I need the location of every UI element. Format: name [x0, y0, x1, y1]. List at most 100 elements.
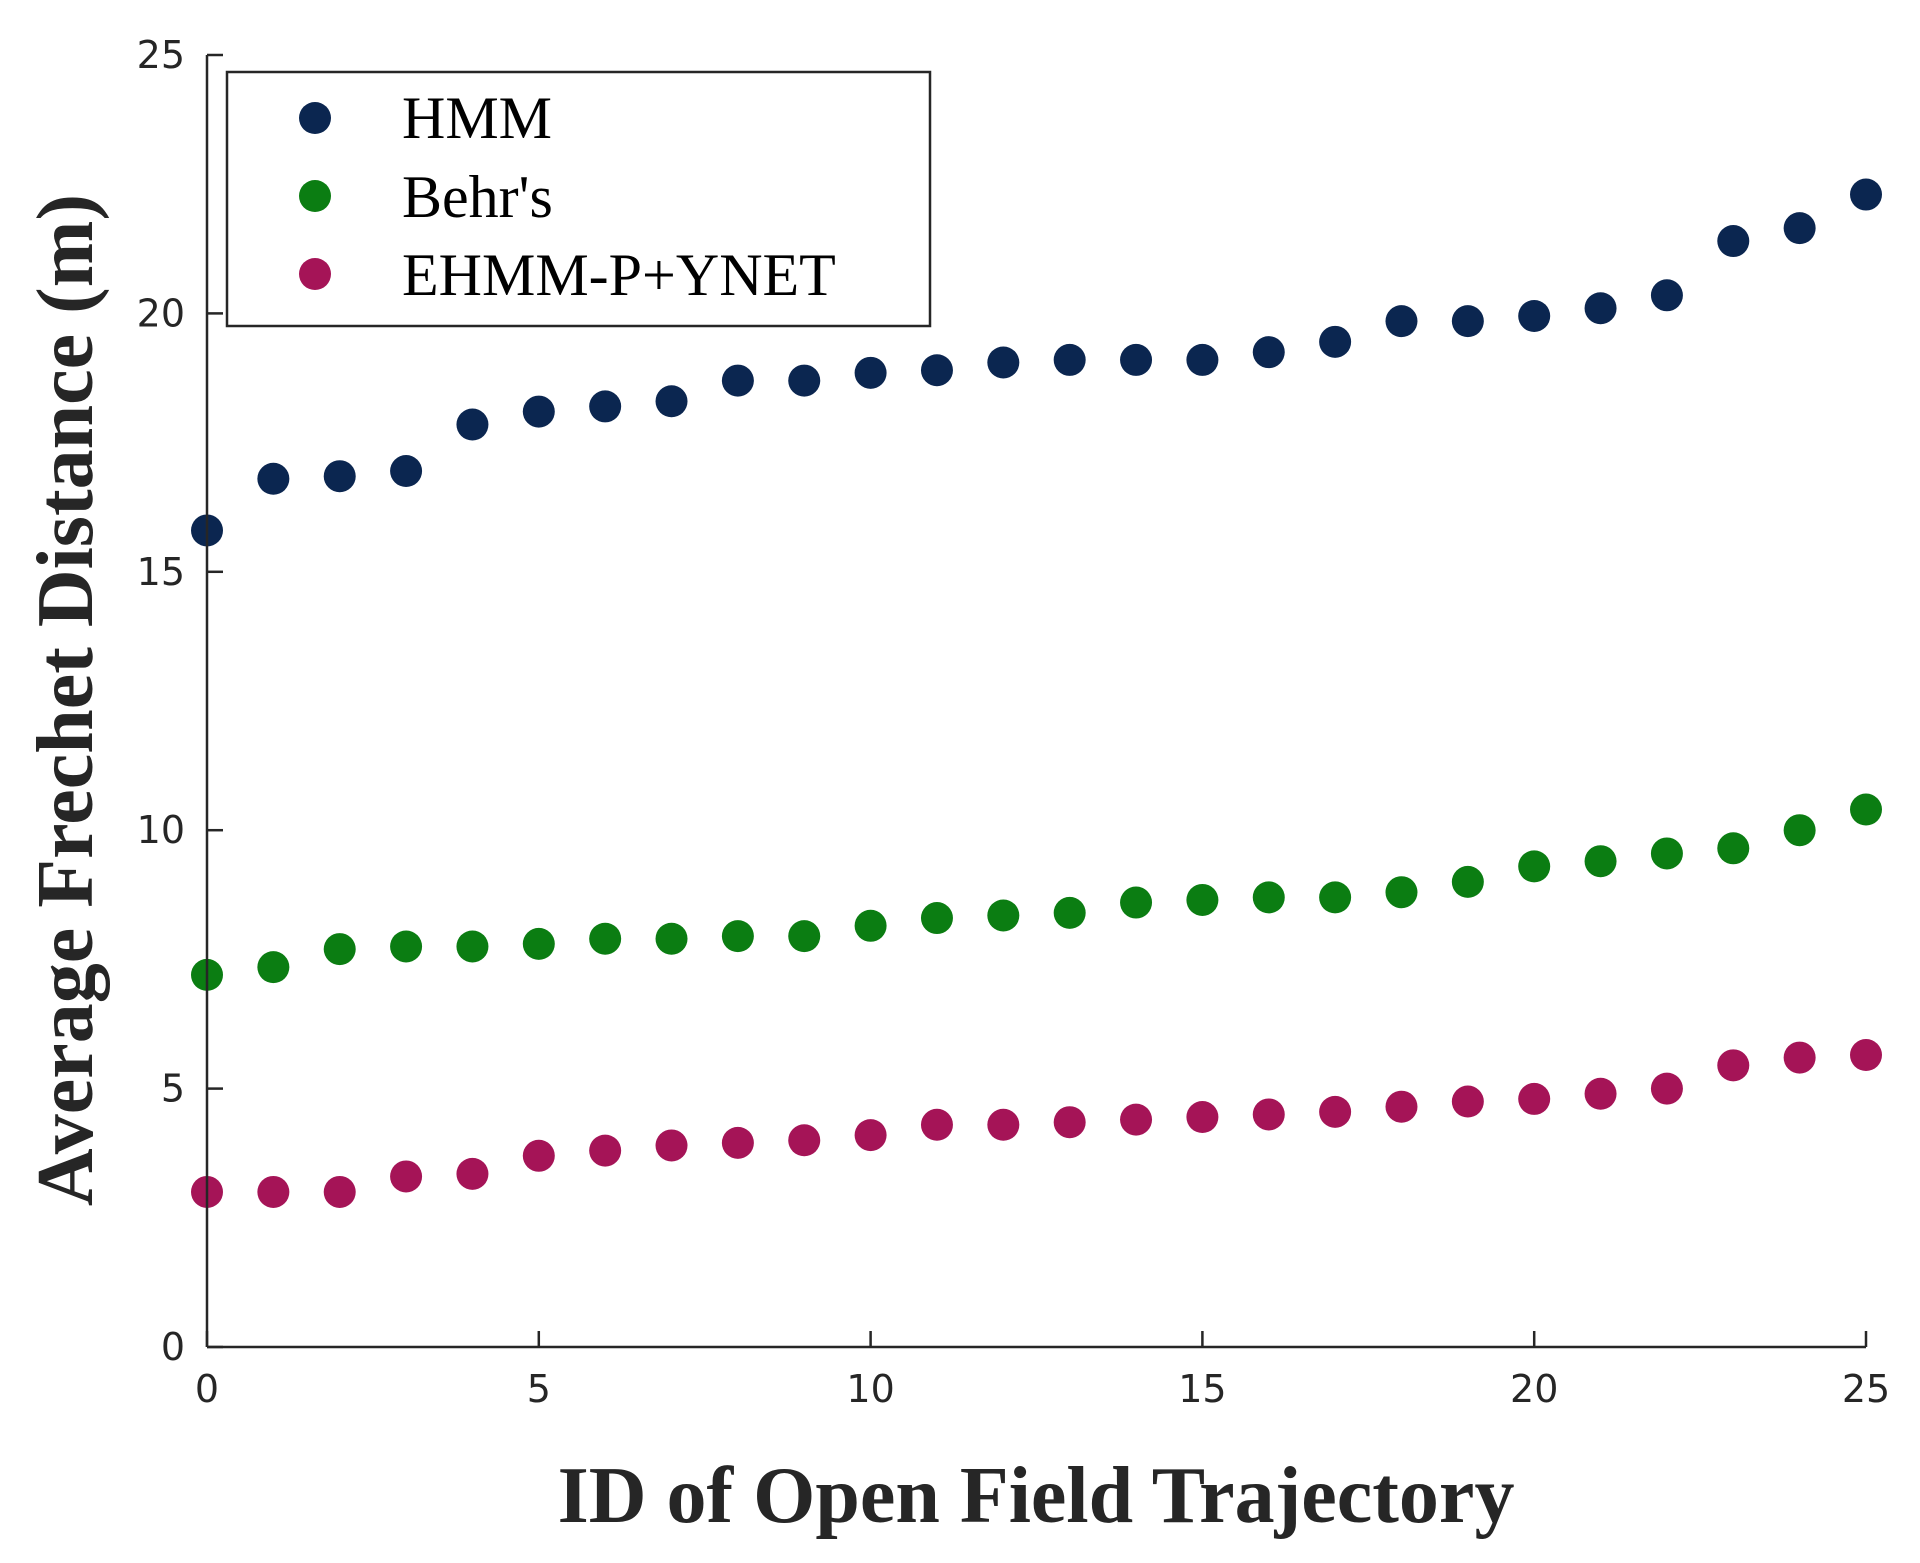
data-point-hmm — [655, 385, 688, 418]
data-point-hmm — [1783, 212, 1816, 245]
legend-marker-ehmm-p-ynet — [299, 258, 331, 290]
data-point-behr-s — [854, 909, 887, 942]
data-point-hmm — [987, 346, 1020, 379]
data-point-behr-s — [323, 933, 356, 966]
data-point-hmm — [1518, 299, 1551, 332]
data-point-ehmm-p-ynet — [1385, 1090, 1418, 1123]
data-point-behr-s — [1053, 896, 1086, 929]
y-tick-label: 0 — [161, 1325, 185, 1369]
x-tick-label: 10 — [846, 1367, 894, 1411]
data-point-ehmm-p-ynet — [1120, 1103, 1153, 1136]
data-point-behr-s — [1650, 837, 1683, 870]
data-point-hmm — [456, 408, 489, 441]
data-point-hmm — [920, 354, 953, 387]
y-axis-title: Average Frechet Distance (m) — [22, 194, 110, 1206]
data-point-behr-s — [589, 922, 622, 955]
data-point-ehmm-p-ynet — [1717, 1049, 1750, 1082]
data-point-ehmm-p-ynet — [522, 1139, 555, 1172]
data-point-behr-s — [1385, 876, 1418, 909]
data-point-hmm — [1252, 336, 1285, 369]
y-tick-label: 25 — [137, 33, 185, 77]
y-tick-label: 20 — [137, 291, 185, 335]
data-point-behr-s — [920, 902, 953, 935]
data-point-behr-s — [257, 951, 290, 984]
data-point-ehmm-p-ynet — [920, 1108, 953, 1141]
legend-label-hmm: HMM — [402, 85, 552, 151]
data-point-hmm — [390, 455, 423, 488]
data-point-ehmm-p-ynet — [987, 1108, 1020, 1141]
data-point-behr-s — [987, 899, 1020, 932]
legend-marker-hmm — [299, 102, 331, 134]
data-point-ehmm-p-ynet — [1186, 1101, 1219, 1134]
data-point-hmm — [1319, 325, 1352, 358]
data-point-ehmm-p-ynet — [1783, 1041, 1816, 1074]
legend-label-behrs: Behr's — [402, 164, 553, 230]
legend-marker-behrs — [299, 180, 331, 212]
data-point-hmm — [1385, 305, 1418, 338]
data-point-hmm — [1186, 343, 1219, 376]
data-point-behr-s — [1783, 814, 1816, 847]
data-point-ehmm-p-ynet — [390, 1160, 423, 1193]
legend-label-ehmm-p-ynet: EHMM-P+YNET — [402, 242, 836, 308]
data-point-behr-s — [390, 930, 423, 963]
data-point-ehmm-p-ynet — [1584, 1077, 1617, 1110]
data-point-behr-s — [456, 930, 489, 963]
data-point-ehmm-p-ynet — [721, 1126, 754, 1159]
data-point-hmm — [1451, 305, 1484, 338]
axis-ticks: 0 5 10 15 20 25 0 5 10 15 20 25 — [137, 33, 1891, 1411]
data-point-ehmm-p-ynet — [456, 1157, 489, 1190]
data-point-hmm — [788, 364, 821, 397]
axes — [205, 55, 1866, 1349]
data-point-hmm — [257, 462, 290, 495]
data-point-hmm — [1053, 343, 1086, 376]
data-point-hmm — [1584, 292, 1617, 325]
x-tick-label: 15 — [1178, 1367, 1226, 1411]
data-point-hmm — [1717, 225, 1750, 258]
data-point-ehmm-p-ynet — [323, 1175, 356, 1208]
data-point-ehmm-p-ynet — [1650, 1072, 1683, 1105]
data-point-behr-s — [1252, 881, 1285, 914]
x-tick-label: 0 — [195, 1367, 219, 1411]
data-point-behr-s — [655, 922, 688, 955]
data-point-ehmm-p-ynet — [589, 1134, 622, 1167]
data-point-behr-s — [1120, 886, 1153, 919]
data-point-hmm — [854, 356, 887, 389]
data-point-hmm — [1850, 178, 1882, 211]
data-point-hmm — [323, 460, 356, 493]
data-point-behr-s — [1518, 850, 1551, 883]
x-tick-label: 5 — [527, 1367, 551, 1411]
data-point-hmm — [1650, 279, 1683, 312]
data-point-ehmm-p-ynet — [1518, 1082, 1551, 1115]
data-point-behr-s — [1451, 865, 1484, 898]
data-point-ehmm-p-ynet — [257, 1175, 290, 1208]
y-tick-label: 15 — [137, 550, 185, 594]
data-point-ehmm-p-ynet — [854, 1119, 887, 1152]
legend: HMM Behr's EHMM-P+YNET — [225, 70, 932, 328]
y-tick-label: 5 — [161, 1067, 185, 1111]
x-axis-title: ID of Open Field Trajectory — [558, 1452, 1515, 1540]
x-tick-label: 25 — [1842, 1367, 1890, 1411]
data-points — [191, 178, 1882, 1208]
data-point-behr-s — [1584, 845, 1617, 878]
data-point-behr-s — [788, 920, 821, 953]
data-point-ehmm-p-ynet — [1451, 1085, 1484, 1118]
x-tick-label: 20 — [1510, 1367, 1558, 1411]
data-point-ehmm-p-ynet — [788, 1124, 821, 1157]
y-tick-label: 10 — [137, 808, 185, 852]
data-point-behr-s — [1850, 793, 1882, 826]
data-point-ehmm-p-ynet — [1319, 1095, 1352, 1128]
data-point-ehmm-p-ynet — [1850, 1039, 1882, 1072]
data-point-behr-s — [1717, 832, 1750, 865]
legend-box — [225, 70, 932, 328]
data-point-behr-s — [721, 920, 754, 953]
data-point-hmm — [522, 395, 555, 428]
data-point-hmm — [721, 364, 754, 397]
data-point-behr-s — [1319, 881, 1352, 914]
data-point-behr-s — [1186, 883, 1219, 916]
data-point-behr-s — [522, 927, 555, 960]
data-point-ehmm-p-ynet — [1252, 1098, 1285, 1131]
data-point-hmm — [589, 390, 622, 423]
data-point-ehmm-p-ynet — [1053, 1106, 1086, 1139]
data-point-hmm — [1120, 343, 1153, 376]
